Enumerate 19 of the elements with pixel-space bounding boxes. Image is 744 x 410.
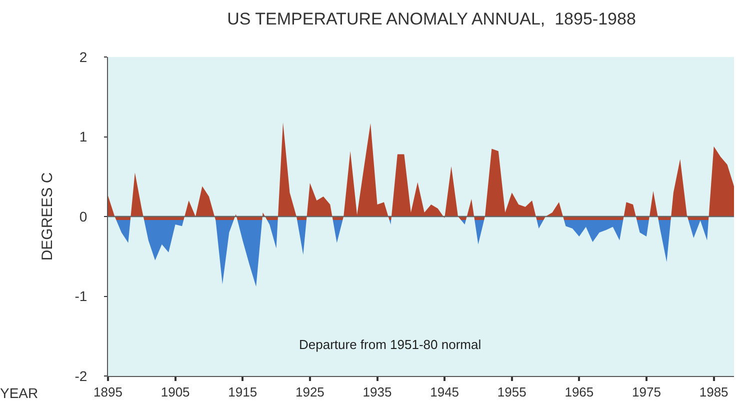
chart-title: US TEMPERATURE ANOMALY ANNUAL, 1895-1988: [227, 9, 636, 28]
annotation: Departure from 1951-80 normal: [299, 337, 482, 352]
x-tick-label: 1945: [430, 384, 460, 400]
y-tick-label: 0: [79, 208, 88, 224]
x-tick-label: 1905: [160, 384, 190, 400]
x-tick-label: 1935: [362, 384, 392, 400]
x-tick-label: 1915: [228, 384, 258, 400]
x-tick-label: 1975: [632, 384, 661, 400]
x-tick-label: 1985: [699, 384, 728, 400]
y-tick-label: -2: [74, 368, 88, 384]
y-tick-label: 2: [79, 48, 88, 65]
x-tick-label: 1965: [564, 384, 594, 400]
y-axis-title: DEGREES C: [38, 172, 56, 261]
x-tick-label: 1895: [94, 384, 122, 400]
y-tick-label: 1: [79, 128, 88, 145]
x-axis-title: YEAR: [0, 385, 38, 401]
y-tick-label: -1: [74, 288, 88, 304]
x-tick-label: 1925: [295, 384, 324, 400]
x-tick-label: 1955: [497, 384, 526, 400]
